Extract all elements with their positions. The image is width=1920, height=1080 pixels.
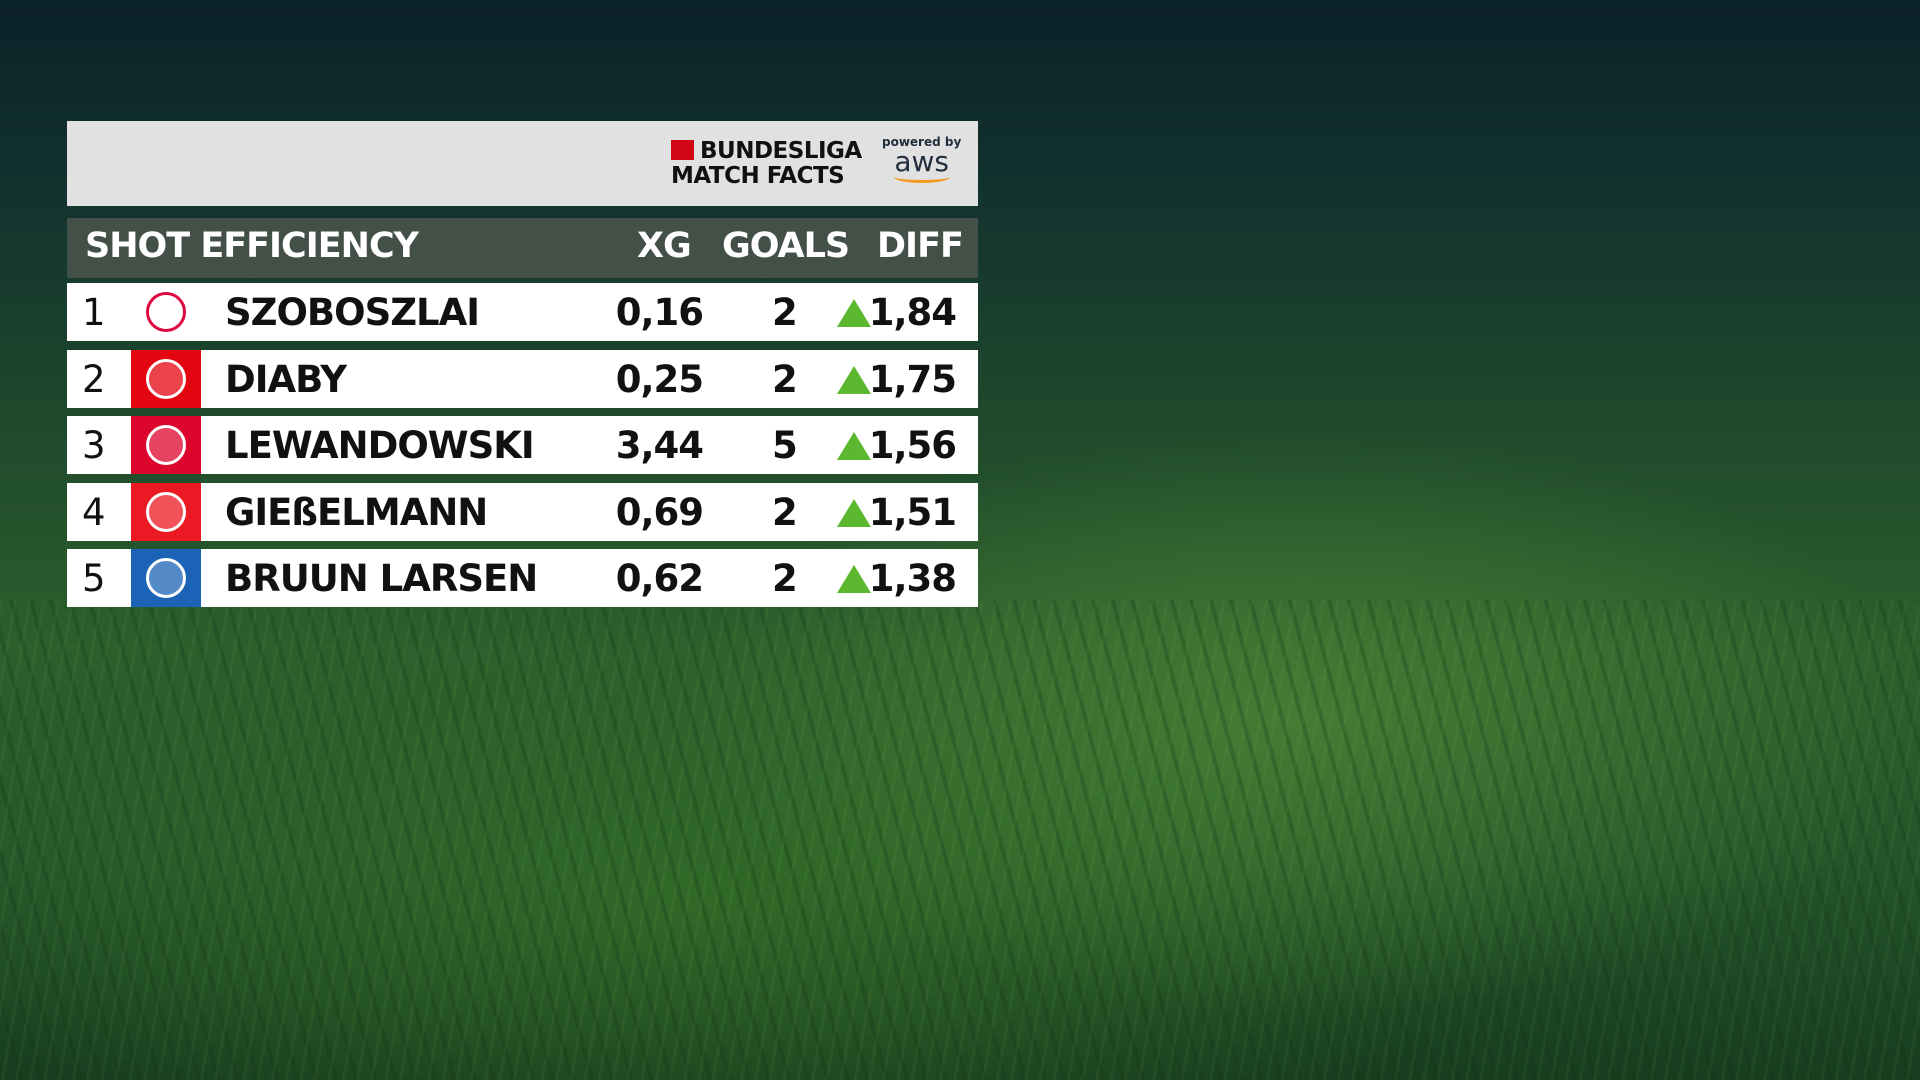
col-diff: DIFF — [877, 226, 964, 266]
player-name: LEWANDOWSKI — [225, 424, 535, 467]
xg-value: 0,69 — [615, 490, 704, 534]
table-header: SHOT EFFICIENCY XG GOALS DIFF — [67, 218, 978, 278]
player-name: GIEßELMANN — [225, 490, 488, 534]
club-logo — [131, 349, 201, 408]
col-xg: XG — [637, 226, 692, 266]
diff-value: 1,56 — [868, 424, 957, 467]
player-name: SZOBOSZLAI — [225, 291, 480, 334]
table-row: 4 GIEßELMANN 0,69 2 1,51 — [67, 482, 978, 541]
aws-logo: powered by aws — [882, 135, 961, 183]
club-logo — [131, 283, 201, 341]
diff-value: 1,51 — [868, 490, 957, 534]
table-row: 1 SZOBOSZLAI 0,16 2 1,84 — [67, 283, 978, 341]
up-triangle-icon — [837, 365, 871, 394]
club-logo — [131, 416, 201, 474]
xg-value: 0,16 — [615, 291, 704, 334]
table-row: 5 BRUUN LARSEN 0,62 2 1,38 — [67, 549, 978, 607]
table-title: SHOT EFFICIENCY — [85, 226, 419, 266]
shot-efficiency-panel: BUNDESLIGA MATCH FACTS powered by aws SH… — [67, 121, 978, 607]
player-name: BRUUN LARSEN — [225, 557, 538, 600]
xg-value: 0,25 — [615, 357, 704, 401]
up-triangle-icon — [837, 565, 871, 593]
bundesliga-flag-icon — [671, 140, 694, 160]
col-goals: GOALS — [722, 226, 850, 266]
up-triangle-icon — [837, 432, 871, 460]
xg-value: 3,44 — [615, 424, 704, 467]
powered-by: powered by — [882, 135, 962, 149]
club-logo — [131, 482, 201, 541]
goals-value: 2 — [772, 490, 798, 534]
club-crest-icon — [146, 358, 186, 399]
aws-text: aws — [894, 145, 949, 178]
goals-value: 5 — [772, 424, 798, 467]
background-grass — [0, 600, 1920, 1080]
up-triangle-icon — [837, 299, 871, 327]
rank: 5 — [82, 557, 106, 600]
rank: 4 — [82, 490, 106, 534]
rank: 2 — [82, 357, 106, 401]
club-crest-icon — [146, 292, 186, 332]
club-logo — [131, 549, 201, 607]
goals-value: 2 — [772, 557, 798, 600]
bundesliga-match-facts-logo: BUNDESLIGA MATCH FACTS — [671, 139, 862, 189]
diff-value: 1,84 — [868, 291, 957, 334]
club-crest-icon — [146, 558, 186, 598]
goals-value: 2 — [772, 357, 798, 401]
up-triangle-icon — [837, 498, 871, 527]
aws-smile-icon — [893, 171, 950, 183]
rank: 1 — [82, 291, 106, 334]
table-row: 2 DIABY 0,25 2 1,75 — [67, 349, 978, 408]
club-crest-icon — [146, 425, 186, 465]
rank: 3 — [82, 424, 106, 467]
diff-value: 1,75 — [868, 357, 957, 401]
goals-value: 2 — [772, 291, 798, 334]
table-row: 3 LEWANDOWSKI 3,44 5 1,56 — [67, 416, 978, 474]
diff-value: 1,38 — [868, 557, 957, 600]
brand-line2: MATCH FACTS — [671, 163, 845, 189]
club-crest-icon — [146, 491, 186, 532]
xg-value: 0,62 — [615, 557, 704, 600]
brand-header: BUNDESLIGA MATCH FACTS powered by aws — [67, 121, 978, 206]
player-name: DIABY — [225, 357, 347, 401]
brand-line1: BUNDESLIGA — [700, 138, 862, 164]
